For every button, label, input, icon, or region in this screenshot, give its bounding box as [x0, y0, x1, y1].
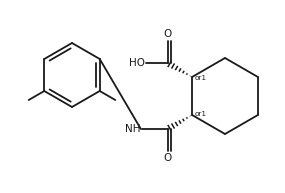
Text: HO: HO: [129, 58, 145, 68]
Text: NH: NH: [125, 124, 141, 134]
Text: or1: or1: [195, 111, 207, 117]
Text: O: O: [164, 29, 172, 39]
Text: O: O: [164, 153, 172, 163]
Text: or1: or1: [195, 75, 207, 81]
